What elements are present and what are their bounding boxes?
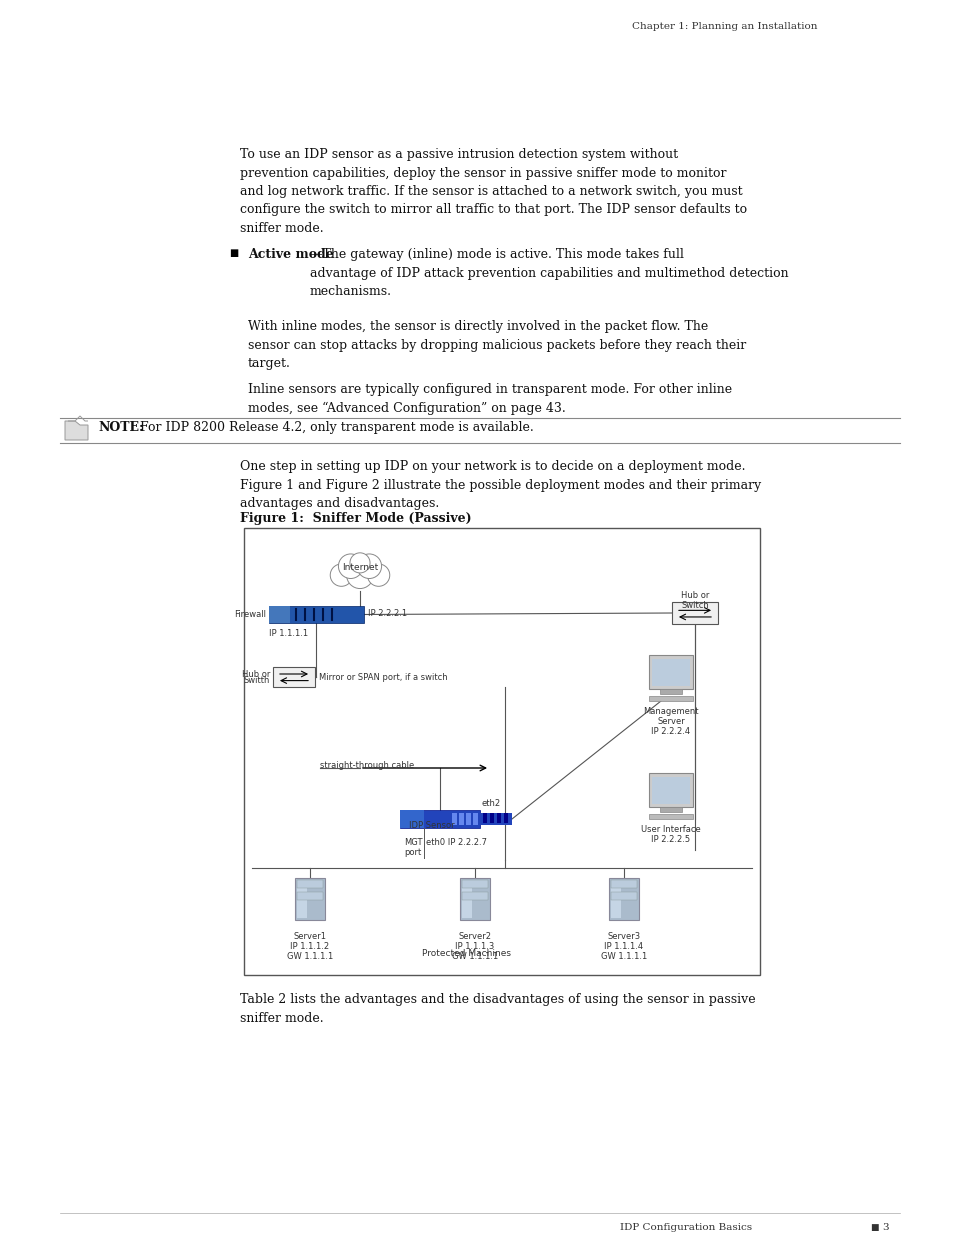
FancyBboxPatch shape [671,601,718,624]
Circle shape [356,555,381,578]
FancyBboxPatch shape [273,667,314,687]
Text: User Interface: User Interface [640,825,700,834]
Text: Hub or: Hub or [241,671,270,679]
FancyBboxPatch shape [503,813,507,823]
FancyBboxPatch shape [465,813,471,825]
FancyBboxPatch shape [608,878,639,920]
Text: IDP Configuration Basics: IDP Configuration Basics [619,1223,751,1233]
Circle shape [350,553,370,573]
FancyBboxPatch shape [482,813,486,823]
Text: GW 1.1.1.1: GW 1.1.1.1 [600,952,646,961]
FancyBboxPatch shape [490,813,494,823]
Text: MGT: MGT [403,839,422,847]
Circle shape [346,562,373,589]
Circle shape [338,555,362,578]
FancyBboxPatch shape [648,814,692,819]
Text: With inline modes, the sensor is directly involved in the packet flow. The
senso: With inline modes, the sensor is directl… [248,320,745,370]
Text: Active mode: Active mode [248,248,334,261]
FancyBboxPatch shape [648,773,692,806]
FancyBboxPatch shape [452,813,456,825]
Circle shape [330,564,353,587]
FancyBboxPatch shape [244,529,760,974]
FancyBboxPatch shape [269,606,290,622]
Text: IP 1.1.1.3: IP 1.1.1.3 [455,942,494,951]
Text: Protected Machines: Protected Machines [422,948,511,958]
FancyBboxPatch shape [651,777,689,804]
Text: ■: ■ [869,1223,878,1233]
FancyBboxPatch shape [479,813,512,825]
FancyBboxPatch shape [296,881,323,888]
Text: Switch: Switch [680,601,708,610]
FancyBboxPatch shape [610,881,637,888]
FancyBboxPatch shape [473,813,477,825]
FancyBboxPatch shape [269,606,364,622]
Text: straight-through cable: straight-through cable [319,761,414,769]
Text: Figure 1:  Sniffer Mode (Passive): Figure 1: Sniffer Mode (Passive) [240,513,471,525]
FancyBboxPatch shape [296,892,323,900]
Text: Server: Server [657,718,684,726]
FancyBboxPatch shape [659,689,681,694]
FancyBboxPatch shape [294,878,325,920]
FancyBboxPatch shape [461,881,472,918]
Text: Inline sensors are typically configured in transparent mode. For other inline
mo: Inline sensors are typically configured … [248,383,731,415]
Text: Hub or: Hub or [680,592,708,600]
Text: NOTE:: NOTE: [98,421,144,433]
Text: Mirror or SPAN port, if a switch: Mirror or SPAN port, if a switch [318,673,447,682]
Text: Internet: Internet [341,562,377,572]
Text: Table 2 lists the advantages and the disadvantages of using the sensor in passiv: Table 2 lists the advantages and the dis… [240,993,755,1025]
Text: —The gateway (inline) mode is active. This mode takes full
advantage of IDP atta: —The gateway (inline) mode is active. Th… [310,248,788,298]
Text: One step in setting up IDP on your network is to decide on a deployment mode.
Fi: One step in setting up IDP on your netwo… [240,459,760,510]
FancyBboxPatch shape [651,659,689,685]
Text: port: port [403,848,421,857]
FancyBboxPatch shape [610,881,620,918]
FancyBboxPatch shape [648,655,692,689]
Text: GW 1.1.1.1: GW 1.1.1.1 [287,952,333,961]
Text: eth0 IP 2.2.2.7: eth0 IP 2.2.2.7 [426,839,486,847]
Text: To use an IDP sensor as a passive intrusion detection system without
prevention : To use an IDP sensor as a passive intrus… [240,148,746,235]
FancyBboxPatch shape [399,810,479,827]
Text: For IDP 8200 Release 4.2, only transparent mode is available.: For IDP 8200 Release 4.2, only transpare… [136,421,533,433]
Text: 3: 3 [882,1223,887,1233]
Polygon shape [65,421,88,440]
Text: IP 2.2.2.1: IP 2.2.2.1 [368,609,407,618]
FancyBboxPatch shape [461,881,488,888]
Text: IP 1.1.1.2: IP 1.1.1.2 [290,942,329,951]
Text: Chapter 1: Planning an Installation: Chapter 1: Planning an Installation [631,22,817,31]
Circle shape [367,564,390,587]
Text: Server1: Server1 [294,932,326,941]
Text: Management: Management [642,706,698,716]
FancyBboxPatch shape [399,810,423,827]
Text: Firewall: Firewall [233,610,266,619]
Text: IP 2.2.2.4: IP 2.2.2.4 [651,727,690,736]
Text: Server3: Server3 [607,932,639,941]
Text: IP 1.1.1.4: IP 1.1.1.4 [604,942,643,951]
Text: GW 1.1.1.1: GW 1.1.1.1 [452,952,497,961]
FancyBboxPatch shape [610,892,637,900]
Text: IP 2.2.2.5: IP 2.2.2.5 [651,835,690,844]
Text: eth2: eth2 [481,799,500,808]
Text: ■: ■ [229,248,238,258]
FancyBboxPatch shape [461,892,488,900]
FancyBboxPatch shape [497,813,500,823]
FancyBboxPatch shape [659,806,681,811]
Text: Switth: Switth [243,676,270,685]
FancyBboxPatch shape [648,697,692,701]
FancyBboxPatch shape [296,881,307,918]
Text: Server2: Server2 [458,932,491,941]
Text: IP 1.1.1.1: IP 1.1.1.1 [269,629,308,638]
FancyBboxPatch shape [459,878,490,920]
FancyBboxPatch shape [458,813,463,825]
Text: IDP Sensor: IDP Sensor [409,821,455,830]
